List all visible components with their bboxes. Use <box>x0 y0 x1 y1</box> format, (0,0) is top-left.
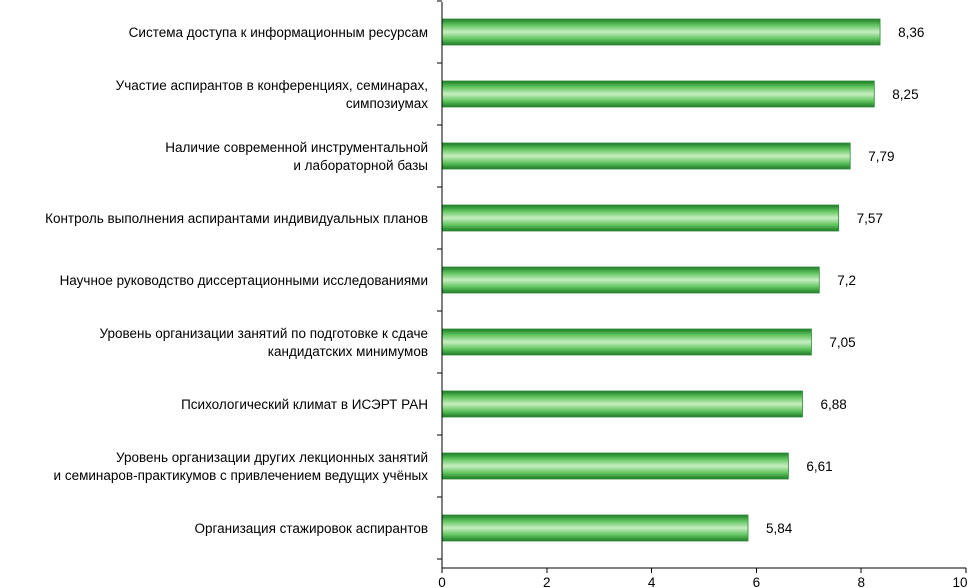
category-labels-layer: Система доступа к информационным ресурса… <box>45 25 428 536</box>
value-label-6: 7,05 <box>829 335 855 350</box>
bar-5 <box>441 266 820 294</box>
category-label-4: Контроль выполнения аспирантами индивиду… <box>45 211 428 226</box>
category-label-line: и семинаров-практикумов с привлечением в… <box>54 468 429 483</box>
category-label-line: и лабораторной базы <box>293 158 428 173</box>
value-label-7: 6,88 <box>821 397 847 412</box>
category-label-line: Научное руководство диссертационными исс… <box>60 273 428 288</box>
value-label-9: 5,84 <box>766 521 793 536</box>
category-label-line: Психологический климат в ИСЭРТ РАН <box>181 397 428 412</box>
category-label-7: Психологический климат в ИСЭРТ РАН <box>181 397 428 412</box>
category-label-8: Уровень организации других лекционных за… <box>54 450 429 483</box>
category-label-3: Наличие современной инструментальной и ла… <box>165 140 428 173</box>
value-label-4: 7,57 <box>857 211 883 226</box>
x-tick-label: 0 <box>438 575 446 588</box>
category-label-line: Организация стажировок аспирантов <box>194 521 428 536</box>
category-label-line: Уровень организации других лекционных за… <box>116 450 428 465</box>
category-label-2: Участие аспирантов в конференциях, семин… <box>116 78 429 111</box>
x-tick-label: 8 <box>857 575 865 588</box>
category-label-line: Наличие современной инструментальной <box>165 140 428 155</box>
bar-1 <box>441 18 881 46</box>
x-tick-label: 4 <box>648 575 656 588</box>
axes-layer: 0 2 4 6 8 10 <box>437 0 968 588</box>
bars-layer <box>441 18 881 542</box>
x-tick-label: 10 <box>952 575 967 588</box>
value-label-8: 6,61 <box>806 459 832 474</box>
x-tick-label: 6 <box>753 575 761 588</box>
value-label-1: 8,36 <box>898 25 924 40</box>
category-label-line: Участие аспирантов в конференциях, семин… <box>116 78 428 93</box>
value-label-2: 8,25 <box>892 87 918 102</box>
category-label-line: симпозиумах <box>346 96 428 111</box>
category-label-6: Уровень организации занятий по подготовк… <box>99 326 428 359</box>
value-label-5: 7,2 <box>837 273 856 288</box>
category-label-5: Научное руководство диссертационными исс… <box>60 273 428 288</box>
category-label-line: кандидатских минимумов <box>268 344 428 359</box>
category-label-line: Уровень организации занятий по подготовк… <box>99 326 428 341</box>
category-label-line: Система доступа к информационным ресурса… <box>129 25 428 40</box>
bar-2 <box>441 80 875 108</box>
bar-4 <box>441 204 840 232</box>
bar-7 <box>441 390 803 418</box>
category-label-9: Организация стажировок аспирантов <box>194 521 428 536</box>
bar-9 <box>441 514 749 542</box>
category-label-line: Контроль выполнения аспирантами индивиду… <box>45 211 428 226</box>
bar-6 <box>441 328 812 356</box>
value-label-3: 7,79 <box>868 149 894 164</box>
value-labels-layer: 8,36 8,25 7,79 7,57 7,2 7,05 6,88 6,61 5,84 <box>766 25 924 536</box>
bar-3 <box>441 142 851 170</box>
bar-8 <box>441 452 789 480</box>
category-label-1: Система доступа к информационным ресурса… <box>129 25 428 40</box>
x-tick-label: 2 <box>543 575 551 588</box>
